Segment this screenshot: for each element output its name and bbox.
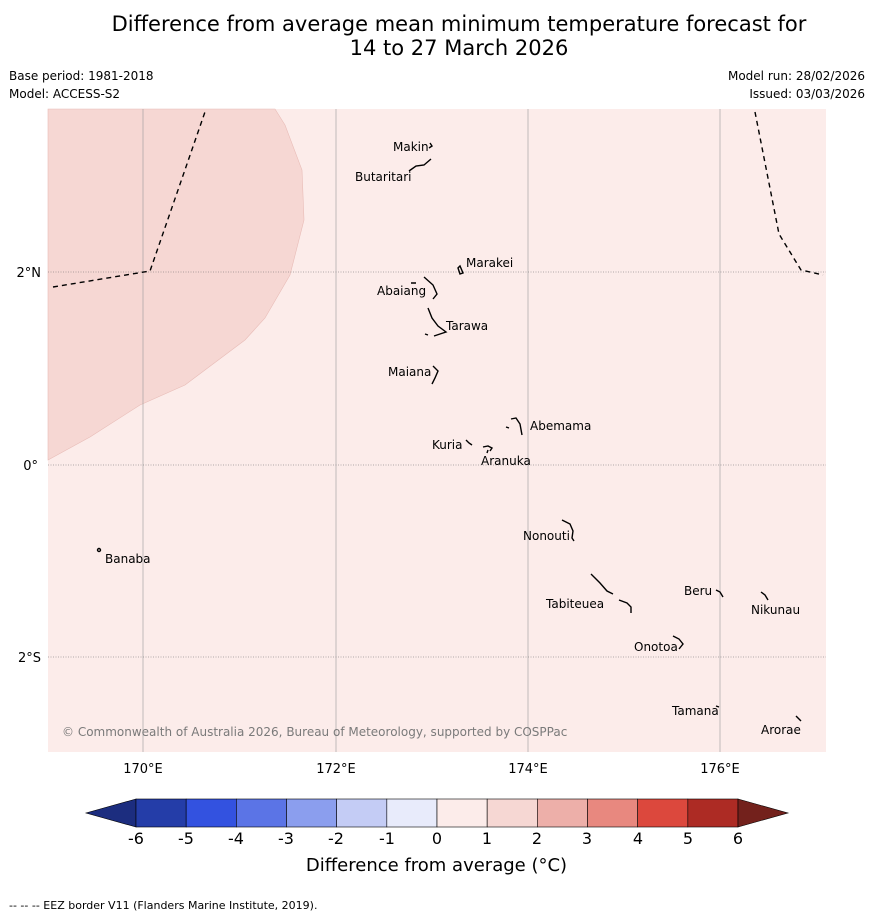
colorbar-segment [336,798,388,828]
colorbar-segment [236,798,287,828]
island-nikunau [760,591,769,601]
island-makin [428,142,433,149]
colorbar-segment [135,798,187,828]
label-onotoa: Onotoa [634,640,678,654]
island-butaritari [408,158,432,172]
title-line-2: 14 to 27 March 2026 [349,36,569,60]
warm-anomaly-region [47,108,305,461]
colorbar [84,798,790,828]
label-tabiteuea: Tabiteuea [545,597,604,611]
colorbar-segment [386,798,438,828]
colorbar-segment [436,798,488,828]
island-beru [715,589,724,598]
label-kuria: Kuria [432,438,463,452]
label-abaiang: Abaiang [377,284,426,298]
island-maiana [431,365,439,385]
base-period: Base period: 1981-2018 [9,69,154,83]
lat-tick-2n: 2°N [17,266,42,281]
label-marakei: Marakei [466,256,513,270]
cb-tick-minus6: -6 [128,829,144,848]
island-arorae [795,715,802,722]
island-marakei [457,264,464,275]
colorbar-segment [587,798,638,828]
title-line-1: Difference from average mean minimum tem… [111,12,807,36]
lon-tick-176e: 176°E [700,762,740,777]
label-maiana: Maiana [388,365,431,379]
island-aranuka [482,445,494,454]
island-kuria [465,439,473,446]
cb-tick-0: 0 [431,829,443,848]
colorbar-segment [687,798,739,828]
cb-tick-5: 5 [682,829,694,848]
cb-tick-minus3: -3 [278,829,294,848]
label-aranuka: Aranuka [481,454,531,468]
cb-tick-6: 6 [732,829,744,848]
lat-tick-0: 0° [23,459,38,474]
label-tarawa: Tarawa [445,319,488,333]
meta-left: Base period: 1981-2018 Model: ACCESS-S2 [9,67,154,103]
label-arorae: Arorae [761,723,801,737]
colorbar-segment [486,798,538,828]
colorbar-segment [537,798,588,828]
islands [96,142,802,722]
island-onotoa [672,635,684,650]
colorbar-segment [637,798,689,828]
island-tarawa [424,307,448,337]
model-run: Model run: 28/02/2026 [727,69,865,83]
colorbar-label: Difference from average (°C) [305,855,568,876]
lon-tick-174e: 174°E [508,762,548,777]
label-nonouti: Nonouti [523,529,570,543]
island-tamana [715,705,720,708]
island-nonouti [561,519,575,542]
label-beru: Beru [684,584,712,598]
lon-tick-170e: 170°E [123,762,163,777]
cb-tick-minus4: -4 [228,829,244,848]
lon-tick-172e: 172°E [316,762,356,777]
cb-tick-1: 1 [481,829,493,848]
island-abaiang [411,276,438,300]
copyright-notice: © Commonwealth of Australia 2026, Bureau… [62,725,567,739]
issued-date: Issued: 03/03/2026 [749,87,865,101]
label-makin: Makin [393,140,429,154]
cb-tick-minus5: -5 [178,829,194,848]
cb-tick-3: 3 [581,829,593,848]
lat-tick-2s: 2°S [18,651,41,666]
eez-footnote: -- -- -- EEZ border V11 (Flanders Marine… [9,899,318,912]
cb-tick-2: 2 [531,829,543,848]
colorbar-extend-low [84,798,137,828]
label-abemama: Abemama [530,419,591,433]
colorbar-segment [286,798,337,828]
gridlines [142,109,721,752]
label-tamana: Tamana [671,704,719,718]
meta-right: Model run: 28/02/2026 Issued: 03/03/2026 [728,67,865,103]
cb-tick-minus2: -2 [328,829,344,848]
island-banaba [96,547,102,553]
cb-tick-minus1: -1 [379,829,395,848]
label-banaba: Banaba [105,552,151,566]
cb-tick-4: 4 [632,829,644,848]
label-nikunau: Nikunau [751,603,800,617]
colorbar-extend-high [737,798,790,828]
island-tabiteuea [590,573,632,613]
model-name: Model: ACCESS-S2 [9,87,121,101]
map-title: Difference from average mean minimum tem… [0,12,873,60]
label-butaritari: Butaritari [355,170,412,184]
colorbar-segment [185,798,237,828]
eez-border-east [754,111,824,276]
island-abemama [505,417,523,436]
